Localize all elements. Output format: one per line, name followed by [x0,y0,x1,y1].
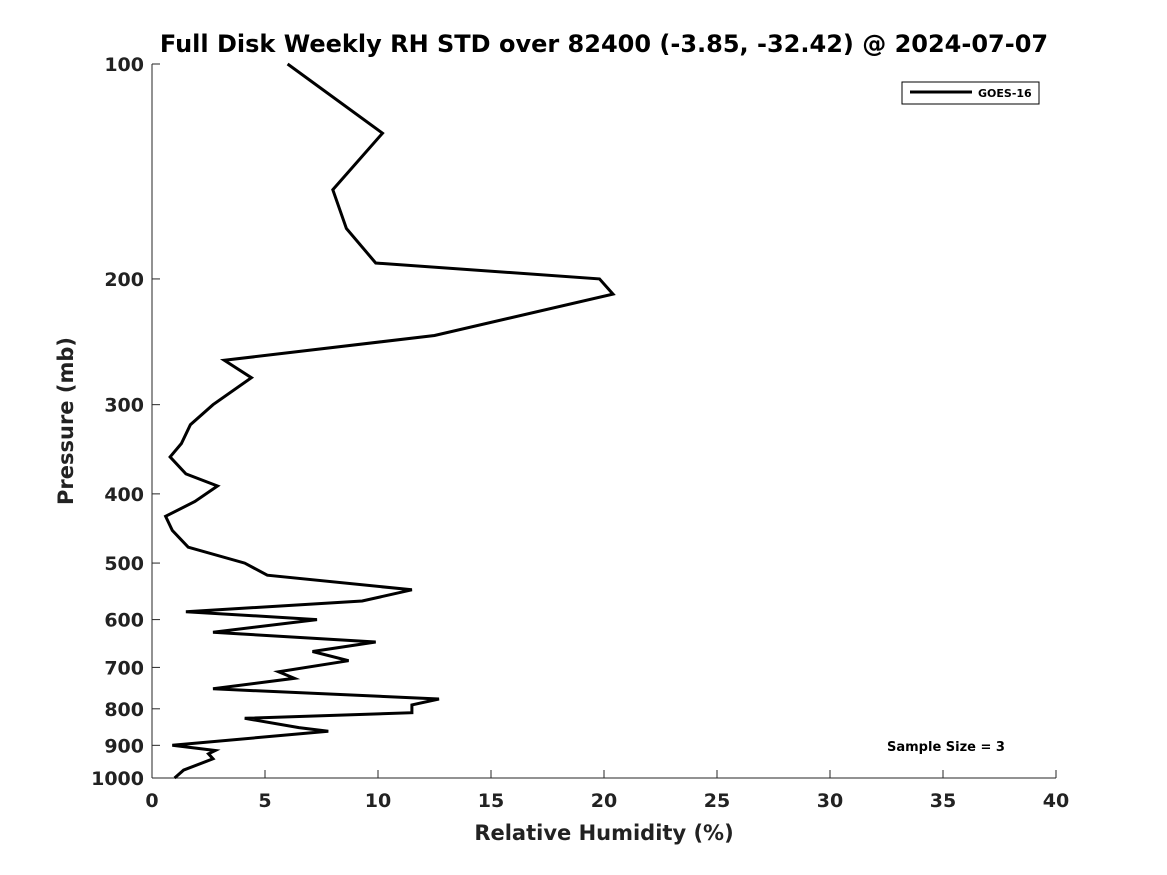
x-tick-label: 40 [1043,790,1069,812]
legend-label-goes-16: GOES-16 [978,87,1032,100]
y-tick-label: 200 [104,269,144,291]
x-tick-label: 25 [704,790,730,812]
x-tick-label: 5 [258,790,271,812]
plot-area: 0 5 10 15 20 25 30 35 40 100 200 300 400 500 600 700 80… [91,54,1069,812]
y-tick-label: 100 [104,54,144,76]
x-tick-label: 35 [930,790,956,812]
y-axis-title: Pressure (mb) [54,337,78,505]
y-ticks: 100 200 300 400 500 600 700 800 900 1000 [91,54,160,790]
x-tick-label: 15 [478,790,504,812]
series-layer [163,62,616,780]
y-tick-label: 600 [104,610,144,632]
series-line-goes-16 [163,62,616,780]
y-tick-label: 400 [104,484,144,506]
sample-size-annotation: Sample Size = 3 [887,740,1005,755]
y-tick-label: 900 [104,735,144,757]
y-tick-label: 700 [104,657,144,679]
x-ticks: 0 5 10 15 20 25 30 35 40 [145,770,1069,812]
x-tick-label: 0 [145,790,158,812]
x-axis-title: Relative Humidity (%) [474,821,733,845]
y-tick-label: 1000 [91,768,144,790]
y-tick-label: 800 [104,699,144,721]
x-tick-label: 20 [591,790,617,812]
y-tick-label: 500 [104,553,144,575]
x-tick-label: 10 [365,790,391,812]
y-tick-label: 300 [104,395,144,417]
chart-title: Full Disk Weekly RH STD over 82400 (-3.8… [160,30,1048,58]
x-tick-label: 30 [817,790,843,812]
legend: GOES-16 [901,81,1040,105]
